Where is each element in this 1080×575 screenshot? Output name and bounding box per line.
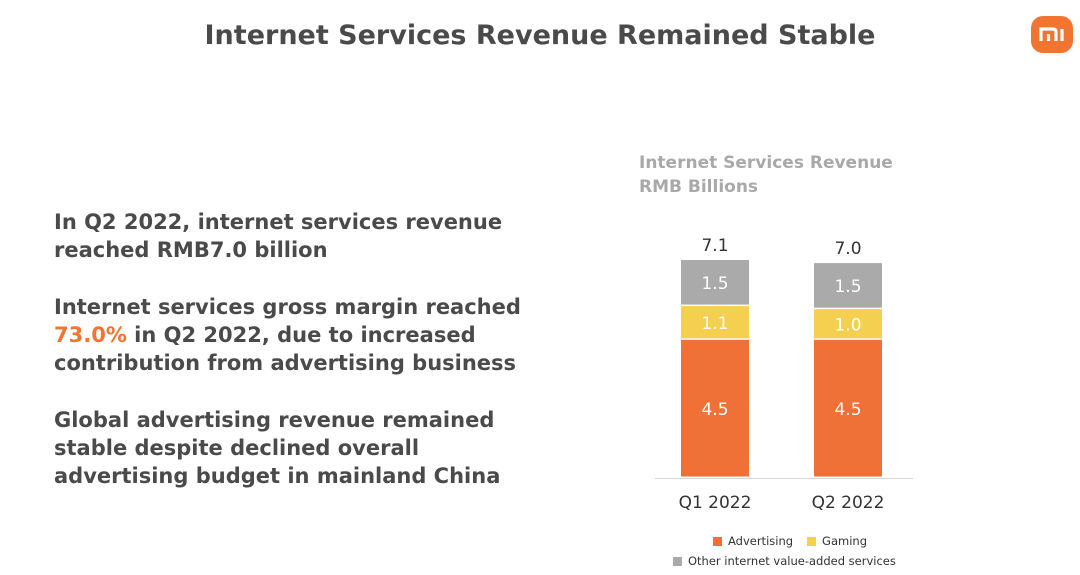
legend-swatch-gaming (807, 536, 817, 546)
data-label-q1-2022-advertising: 4.5 (701, 400, 728, 420)
chart-title-block: Internet Services Revenue RMB Billions (639, 151, 893, 199)
legend-item-advertising: Advertising (712, 534, 794, 548)
data-label-q2-2022-advertising: 4.5 (834, 400, 861, 420)
legend-label-gaming: Gaming (822, 534, 867, 548)
bullet-advertising: Global advertising revenue remained stab… (54, 408, 501, 488)
total-label-q1-2022: 7.1 (701, 236, 728, 256)
legend-row-2: Other internet value-added services (660, 551, 920, 571)
gross-margin-value: 73.0% (54, 323, 127, 347)
bullet-gross-margin-tail: in Q2 2022, due to increased contributio… (54, 323, 517, 375)
legend-swatch-advertising (712, 536, 722, 546)
legend-label-advertising: Advertising (727, 534, 794, 548)
legend-label-other: Other internet value-added services (688, 554, 896, 568)
legend-item-other: Other internet value-added services (673, 554, 896, 568)
slide-title: Internet Services Revenue Remained Stabl… (204, 20, 876, 51)
category-label-q1-2022: Q1 2022 (679, 493, 752, 513)
revenue-stacked-bar-chart: 4.5 1.1 1.5 7.1 Q1 2022 4.5 1.0 1.5 7.0 Q2 2022 (655, 236, 913, 513)
bullet-revenue: In Q2 2022, internet services revenue re… (54, 210, 503, 262)
bar-q1-2022-advertising (681, 339, 749, 477)
bullet-list: In Q2 2022, internet services revenue re… (54, 208, 554, 519)
chart-legend: Advertising Gaming Other internet value-… (660, 531, 920, 571)
bullet-gross-margin: Internet services gross margin reached 7… (54, 293, 554, 377)
xiaomi-logo (1031, 16, 1073, 53)
data-label-q2-2022-gaming: 1.0 (834, 316, 861, 336)
bullet-gross-margin-lead: Internet services gross margin reached (54, 295, 521, 319)
legend-swatch-other (673, 556, 682, 566)
bar-q2-2022-gaming (814, 309, 882, 339)
bar-q1-2022-gaming (681, 306, 749, 339)
data-label-q2-2022-other: 1.5 (834, 277, 861, 297)
legend-row-1: Advertising Gaming (660, 531, 920, 551)
bar-q2-2022-advertising (814, 339, 882, 477)
category-label-q2-2022: Q2 2022 (812, 493, 885, 513)
total-label-q2-2022: 7.0 (834, 239, 861, 259)
legend-item-gaming: Gaming (807, 534, 867, 548)
chart-subtitle: RMB Billions (639, 177, 759, 197)
chart-title: Internet Services Revenue (639, 153, 893, 173)
bar-q2-2022-other (814, 263, 882, 308)
data-label-q1-2022-gaming: 1.1 (701, 314, 728, 334)
bar-q1-2022-other (681, 260, 749, 305)
data-label-q1-2022-other: 1.5 (701, 274, 728, 294)
